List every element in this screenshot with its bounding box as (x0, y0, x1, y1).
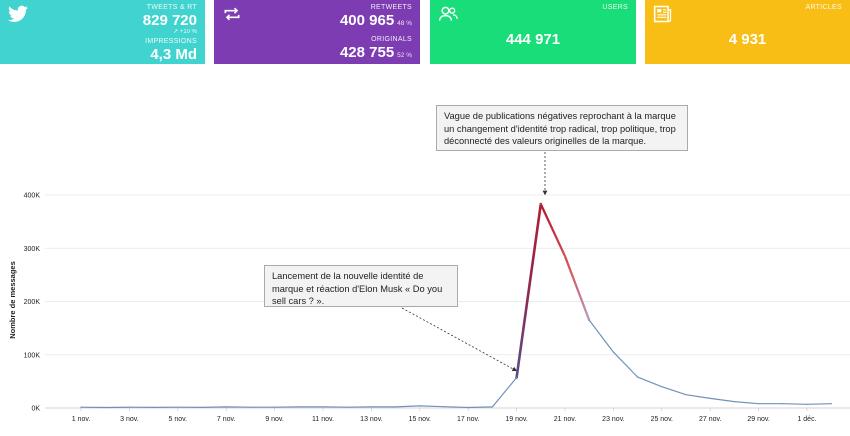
retweet-icon (224, 7, 240, 21)
data-point (80, 406, 82, 408)
x-tick-label: 25 nov. (651, 416, 673, 423)
y-tick-label: 100K (24, 352, 41, 359)
newspaper-icon (653, 5, 672, 23)
users-card: USERS 444 971 (430, 0, 636, 64)
data-point (298, 406, 300, 408)
data-point (709, 397, 711, 399)
tweets-trend: ↗ +10 % (173, 29, 197, 35)
y-tick-label: 300K (24, 246, 41, 253)
series-line-segment (515, 202, 543, 379)
x-tick-label: 27 nov. (699, 416, 721, 423)
x-tick-label: 21 nov. (554, 416, 576, 423)
data-point (564, 255, 566, 257)
data-point (322, 406, 324, 408)
launch-annotation: Lancement de la nouvelle identité de mar… (264, 265, 458, 307)
x-tick-label: 15 nov. (409, 416, 431, 423)
data-point (274, 406, 276, 408)
data-point (370, 406, 372, 408)
x-tick-label: 7 nov. (217, 416, 236, 423)
data-point (637, 376, 639, 378)
tweets-value: 829 720 (142, 12, 197, 29)
articles-value: 4 931 (728, 31, 767, 48)
x-tick-label: 29 nov. (747, 416, 769, 423)
retweets-value: 400 965 (339, 12, 395, 29)
data-point (419, 405, 421, 407)
x-axis-ticks: 1 nov. 3 nov. 5 nov. 7 nov. 9 nov. 11 nov. 13 … (72, 408, 817, 423)
originals-pct: 52 % (397, 52, 412, 59)
users-label: USERS (602, 4, 628, 11)
users-icon (438, 6, 458, 21)
x-tick-label: 13 nov. (360, 416, 382, 423)
data-point (782, 403, 784, 405)
x-tick-label: 19 nov. (505, 416, 527, 423)
data-point (177, 406, 179, 408)
data-point (128, 406, 130, 408)
articles-card: ARTICLES 4 931 (645, 0, 850, 64)
tweets-label: TWEETS & RT (146, 4, 197, 11)
data-point (153, 406, 155, 408)
tweets-card: TWEETS & RT 829 720 ↗ +10 % IMPRESSIONS … (0, 0, 205, 64)
data-point (588, 319, 590, 321)
data-point (104, 406, 106, 409)
retweets-value-line: 400 965 48 % (340, 12, 412, 29)
originals-value: 428 755 (339, 44, 395, 61)
articles-label: ARTICLES (805, 4, 842, 11)
data-point (346, 406, 348, 408)
users-value: 444 971 (505, 31, 561, 48)
data-point (225, 406, 227, 408)
data-point (733, 401, 736, 403)
originals-label: ORIGINALS (371, 36, 412, 43)
x-tick-label: 23 nov. (602, 416, 624, 423)
y-tick-label: 0K (31, 406, 40, 413)
data-point (806, 403, 808, 405)
retweets-card: RETWEETS 400 965 48 % ORIGINALS 428 755 52… (214, 0, 420, 64)
peak-annotation: Vague de publications négatives reprocha… (436, 105, 688, 151)
data-point (830, 403, 832, 405)
x-tick-label: 5 nov. (169, 416, 188, 423)
data-point (540, 203, 542, 205)
data-point (201, 406, 203, 408)
data-point (661, 386, 663, 388)
y-tick-label: 200K (24, 299, 41, 306)
data-point (491, 406, 493, 408)
y-axis-ticks: 0K 100K 200K 300K 400K (24, 193, 41, 413)
series-line (80, 202, 832, 409)
data-point (443, 406, 445, 408)
data-point (612, 351, 615, 353)
originals-value-line: 428 755 52 % (340, 44, 412, 61)
retweets-pct: 48 % (397, 20, 412, 27)
data-point (249, 406, 251, 408)
data-point (467, 406, 469, 409)
x-tick-label: 1 déc. (797, 416, 816, 423)
retweets-label: RETWEETS (370, 4, 412, 11)
launch-annotation-arrow (401, 307, 518, 372)
impressions-value: 4,3 Md (150, 46, 197, 63)
impressions-label: IMPRESSIONS (145, 38, 197, 45)
x-tick-label: 3 nov. (120, 416, 139, 423)
data-point (516, 377, 518, 379)
series-line-segment (588, 319, 832, 405)
data-point (758, 403, 760, 405)
twitter-bird-icon (8, 5, 28, 22)
data-point (395, 406, 397, 408)
series-line-segment (80, 377, 518, 409)
x-tick-label: 11 nov. (312, 416, 334, 423)
x-tick-label: 1 nov. (72, 416, 91, 423)
x-tick-label: 17 nov. (457, 416, 479, 423)
data-point (685, 394, 687, 396)
x-tick-label: 9 nov. (265, 416, 284, 423)
y-tick-label: 400K (24, 193, 41, 200)
y-axis-label: Nombre de messages (8, 261, 17, 339)
series-line-segment (539, 203, 591, 322)
